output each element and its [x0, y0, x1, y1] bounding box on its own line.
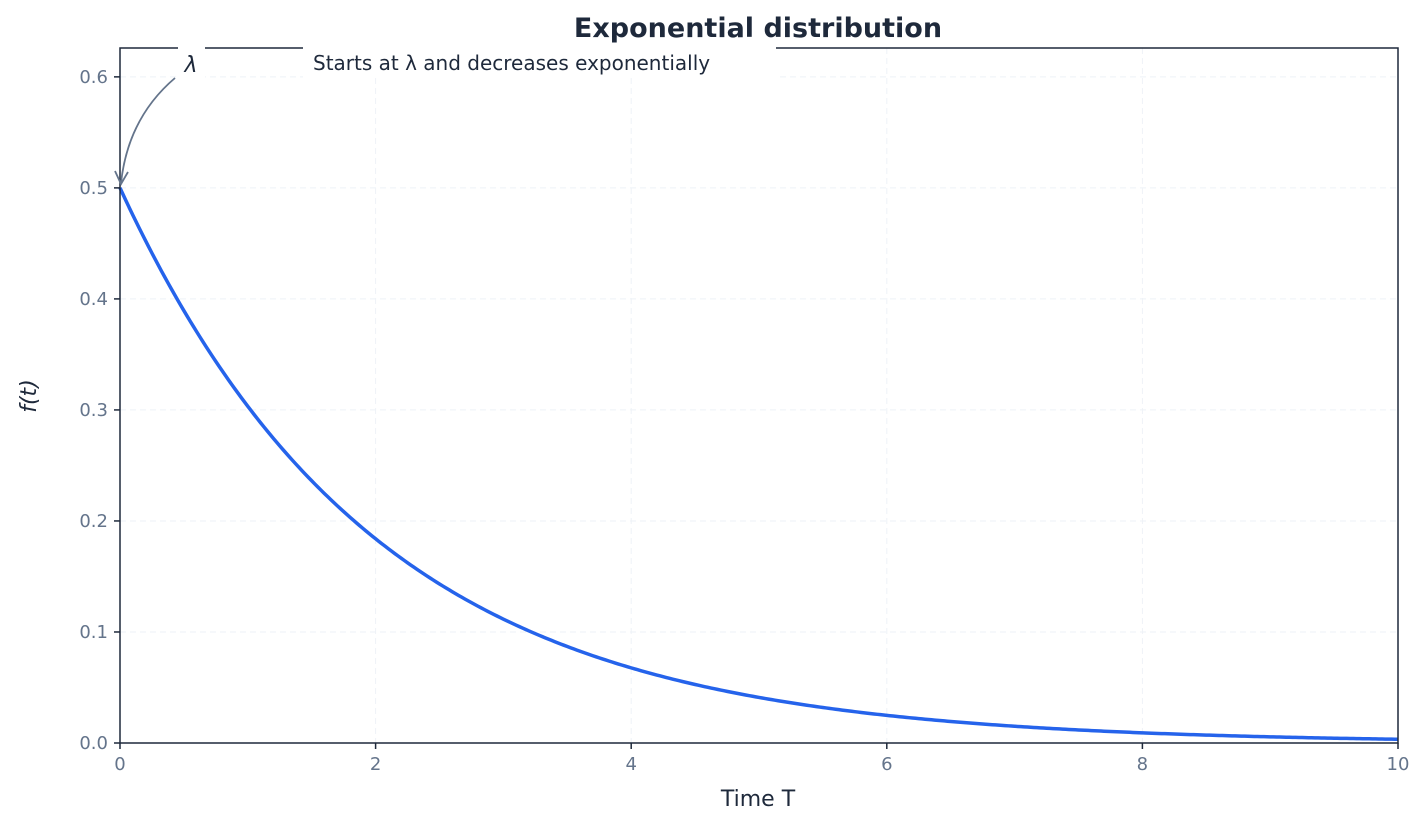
y-tick-label: 0.1 — [79, 622, 108, 643]
x-tick-label: 0 — [114, 754, 125, 775]
x-axis-label: Time T — [720, 787, 796, 812]
chart-title: Exponential distribution — [574, 13, 942, 44]
grid — [119, 48, 1399, 744]
y-tick-label: 0.0 — [79, 733, 108, 754]
y-tick-label: 0.5 — [79, 178, 108, 199]
series-line — [118, 187, 1399, 742]
annotation-arrow — [120, 77, 176, 184]
x-tick-label: 6 — [881, 754, 892, 775]
x-tick-label: 2 — [370, 754, 381, 775]
y-tick-label: 0.4 — [79, 289, 108, 310]
y-tick-label: 0.6 — [79, 67, 108, 88]
x-tick-label: 4 — [625, 754, 636, 775]
description-annotation: Starts at λ and decreases exponentially — [313, 51, 710, 75]
y-axis-label: f(t) — [17, 379, 42, 413]
lambda-annotation: λ — [183, 53, 197, 78]
plot-frame — [119, 47, 1399, 744]
x-tick-label: 10 — [1387, 754, 1410, 775]
y-tick-label: 0.2 — [79, 511, 108, 532]
y-tick-label: 0.3 — [79, 400, 108, 421]
lambda-annotation-box — [178, 44, 205, 78]
description-annotation-box — [303, 44, 776, 78]
arrow-head-icon — [114, 170, 129, 186]
x-tick-label: 8 — [1137, 754, 1148, 775]
